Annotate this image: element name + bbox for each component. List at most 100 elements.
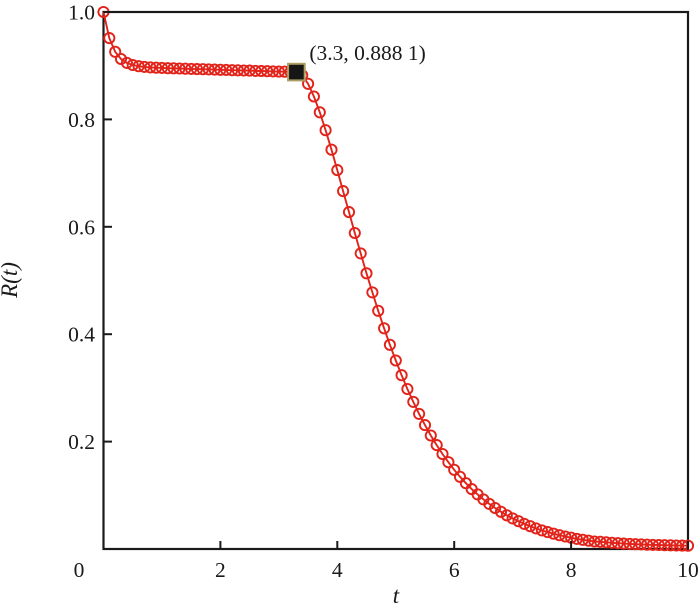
data-point-marker [214, 63, 227, 76]
annotation-square-marker [287, 62, 306, 82]
data-point-marker [261, 65, 274, 78]
data-point-marker [588, 535, 601, 548]
data-series-layer [97, 5, 695, 552]
y-tick-label: 0.6 [68, 215, 95, 239]
data-point-marker [623, 537, 636, 550]
data-point-marker [664, 539, 677, 552]
data-point-marker [529, 522, 543, 535]
data-point-marker [331, 164, 344, 177]
y-tick-label: 0.4 [68, 323, 95, 347]
data-point-marker [658, 539, 671, 552]
data-point-marker [196, 63, 209, 76]
data-point-marker [605, 536, 619, 549]
data-point-marker [594, 535, 607, 548]
x-tick-label: 0 [74, 558, 85, 582]
data-point-marker [670, 539, 683, 552]
data-point-marker [337, 185, 350, 198]
data-point-marker [442, 456, 455, 469]
data-point-marker [342, 206, 356, 219]
x-tick-label: 2 [215, 558, 226, 582]
data-point-marker [266, 65, 280, 78]
data-point-marker [302, 77, 315, 90]
data-point-marker [231, 64, 244, 77]
data-point-marker [518, 517, 531, 530]
data-point-marker [512, 515, 525, 528]
data-point-marker [208, 63, 221, 76]
data-point-marker [641, 538, 654, 551]
annotation-text: (3.3, 0.888 1) [309, 41, 425, 65]
data-point-marker [155, 61, 168, 74]
data-point-marker [372, 304, 385, 317]
series-line [102, 11, 689, 547]
data-point-marker [424, 429, 437, 442]
data-point-marker [500, 509, 513, 522]
data-point-marker [553, 529, 566, 542]
data-point-marker [272, 65, 285, 78]
x-tick-label: 6 [449, 558, 460, 582]
x-tick-label: 10 [677, 558, 699, 582]
data-point-marker [401, 382, 414, 396]
data-point-marker [407, 395, 420, 408]
data-point-marker [629, 538, 642, 551]
data-point-marker [436, 447, 449, 461]
annotation-layer: (3.3, 0.888 1) [287, 41, 426, 82]
x-tick-label: 8 [566, 558, 577, 582]
data-point-marker [541, 526, 554, 539]
data-point-marker [202, 63, 215, 76]
data-point-marker [570, 532, 583, 545]
data-point-marker [413, 407, 426, 420]
data-point-marker [378, 322, 391, 335]
data-point-marker [600, 536, 613, 549]
data-point-marker [389, 354, 402, 367]
y-tick-label: 1.0 [68, 1, 95, 25]
plot-frame [102, 10, 690, 551]
data-point-marker [348, 226, 361, 240]
data-point-marker [243, 64, 256, 77]
data-point-marker [448, 463, 461, 476]
data-point-marker [255, 64, 268, 78]
data-point-marker [646, 538, 659, 551]
data-point-marker [220, 63, 233, 76]
data-point-marker [635, 538, 648, 551]
data-point-marker [325, 143, 338, 156]
data-point-marker [226, 64, 239, 77]
data-point-marker [559, 530, 572, 543]
x-tick-label: 4 [332, 558, 343, 582]
data-point-marker [313, 106, 326, 119]
data-point-marker [535, 524, 548, 537]
data-point-marker [150, 61, 163, 74]
data-point-marker [307, 90, 320, 103]
data-point-marker [681, 539, 695, 552]
data-point-marker [185, 62, 198, 75]
data-point-marker [366, 286, 379, 299]
data-point-marker [611, 537, 624, 550]
data-point-marker [120, 56, 133, 69]
data-point-marker [506, 512, 519, 525]
data-point-marker [249, 64, 262, 77]
axes-frame-layer [102, 10, 690, 551]
data-point-marker [167, 62, 180, 75]
data-point-marker [173, 62, 186, 75]
data-point-marker [103, 32, 116, 45]
data-point-marker [126, 58, 139, 72]
data-point-marker [354, 247, 367, 260]
data-point-marker [418, 419, 432, 432]
data-point-marker [582, 534, 595, 547]
tick-layer: 0 2 4 6 8 10 0.2 0.4 0.6 0.8 1.0 [68, 1, 699, 583]
data-point-marker [360, 267, 373, 280]
data-point-marker [576, 533, 589, 546]
data-point-marker [161, 62, 174, 75]
data-point-marker [524, 520, 537, 533]
data-point-marker [652, 538, 665, 552]
y-tick-label: 0.8 [68, 108, 95, 132]
data-point-marker [138, 60, 151, 73]
data-point-marker [383, 338, 396, 351]
data-point-marker [179, 62, 192, 75]
y-tick-label: 0.2 [68, 430, 95, 454]
data-point-marker [547, 527, 560, 540]
data-point-marker [237, 64, 250, 77]
data-point-marker [132, 60, 145, 73]
data-point-marker [190, 63, 204, 76]
